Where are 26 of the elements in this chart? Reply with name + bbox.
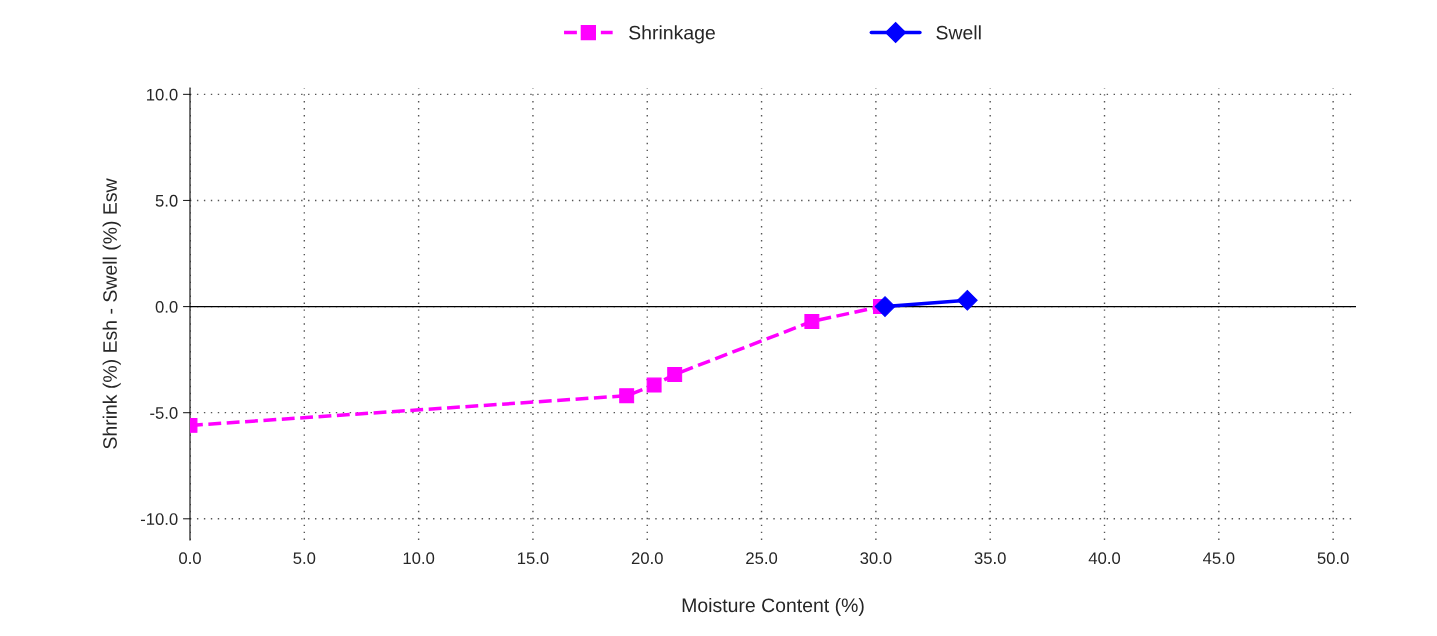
point <box>619 388 635 404</box>
legend-label: Shrinkage <box>629 25 715 44</box>
x-tick-label: 25.0 <box>746 552 778 565</box>
y-tick-label: -5.0 <box>150 407 178 419</box>
x-tick-label: 30.0 <box>860 552 892 565</box>
x-tick-label: 45.0 <box>1202 552 1235 565</box>
x-tick-label: 50.0 <box>1317 552 1349 565</box>
x-tick-label: 5.0 <box>293 552 316 565</box>
x-tick-label: 40.0 <box>1088 552 1121 565</box>
point <box>956 289 978 311</box>
x-tick-label: 35.0 <box>974 552 1006 565</box>
x-axis-title: Moisture Content (%) <box>682 597 864 617</box>
point <box>874 296 896 317</box>
point <box>804 313 820 329</box>
x-tick-label: 10.0 <box>403 552 435 565</box>
y-tick-label: -10.0 <box>140 513 178 525</box>
y-tick-label: 5.0 <box>155 194 178 207</box>
point <box>667 367 683 382</box>
x-tick-label: 0.0 <box>179 552 201 565</box>
y-tick-label: 10.0 <box>147 88 178 101</box>
point <box>646 377 662 393</box>
legend-label: Swell <box>936 25 981 40</box>
x-tick-label: 20.0 <box>631 552 663 565</box>
y-axis-title: Shrink (%) Esh - Swell (%) Esw <box>102 178 121 449</box>
y-tick-label: 0.0 <box>155 300 178 313</box>
x-tick-label: 15.0 <box>517 552 549 565</box>
